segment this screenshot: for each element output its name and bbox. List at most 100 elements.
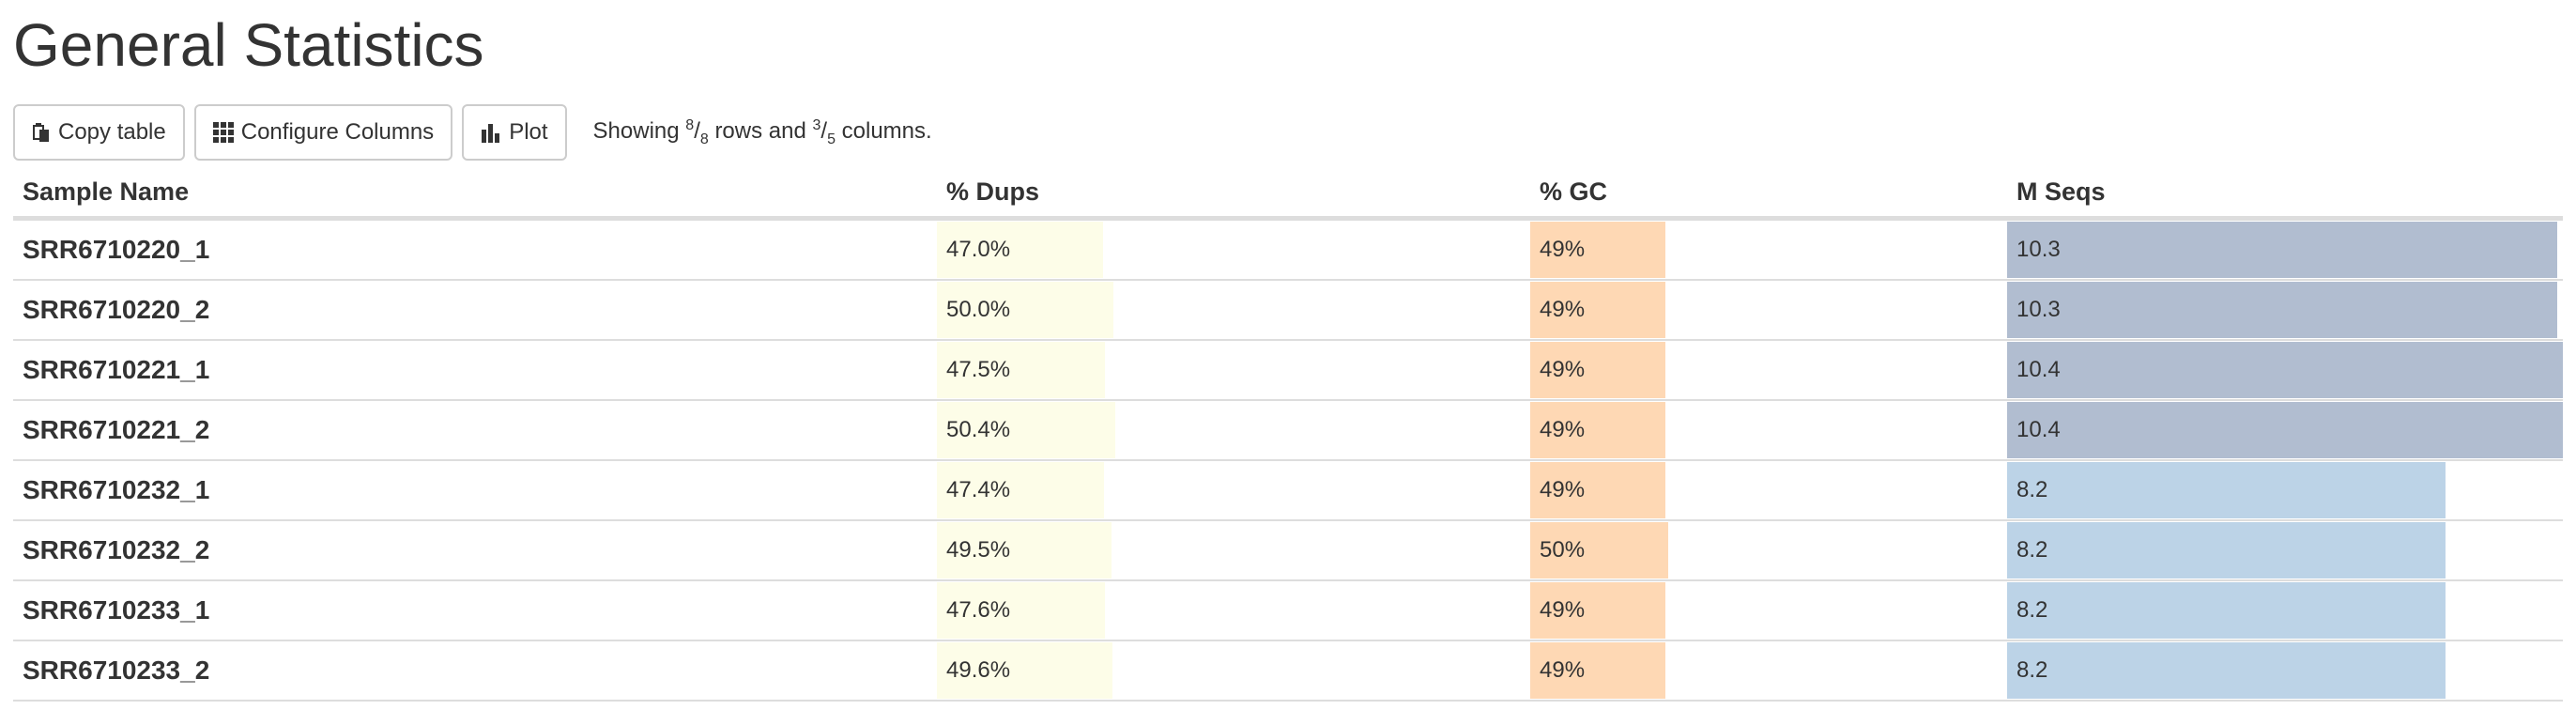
rows-total: 8 [699,131,709,147]
table-header-row: Sample Name % Dups % GC M Seqs [13,167,2563,221]
table-row: SRR6710232_1 47.4% 49% 8.2 [13,460,2563,521]
gc-bar [1530,642,1666,699]
configure-columns-button[interactable]: Configure Columns [193,104,453,161]
gc-value: 49% [1540,657,1586,683]
mseq-cell: 10.3 [2007,280,2563,341]
dups-value: 47.6% [946,597,1011,623]
dups-cell: 47.6% [937,580,1530,641]
table-row: SRR6710233_1 47.6% 49% 8.2 [13,580,2563,641]
dups-value: 47.0% [946,237,1011,262]
dups-bar [937,402,1115,458]
mseq-bar [2007,462,2446,518]
mseq-bar [2007,282,2558,338]
dups-cell: 47.5% [937,340,1530,401]
clipboard-icon [32,122,51,143]
sample-name-cell: SRR6710220_1 [13,218,937,281]
mseq-value: 8.2 [2016,537,2048,563]
mseq-cell: 8.2 [2007,640,2563,702]
dups-bar [937,222,1103,278]
dups-cell: 50.0% [937,280,1530,341]
mseq-value: 8.2 [2016,477,2048,502]
mseq-value: 10.4 [2016,357,2061,382]
copy-table-label: Copy table [58,119,166,145]
table-row: SRR6710232_2 49.5% 50% 8.2 [13,520,2563,581]
gc-bar [1530,582,1666,639]
dups-bar [937,462,1105,518]
gc-value: 49% [1540,357,1586,382]
dups-bar [937,282,1114,338]
showing-count-text: Showing 8/8 rows and 3/5 columns. [592,116,932,147]
dups-cell: 47.0% [937,218,1530,281]
sample-name-cell: SRR6710221_1 [13,340,937,401]
dups-cell: 49.6% [937,640,1530,702]
copy-table-button[interactable]: Copy table [13,104,185,161]
mseq-bar [2007,342,2563,398]
header-sample-name[interactable]: Sample Name [13,167,937,221]
grid-icon [212,122,234,143]
sample-name-cell: SRR6710220_2 [13,280,937,341]
gc-value: 49% [1540,297,1586,322]
dups-cell: 49.5% [937,520,1530,581]
mseq-bar [2007,222,2558,278]
rows-word: rows and [714,117,806,144]
dups-value: 50.4% [946,417,1011,442]
gc-cell: 49% [1530,400,2007,461]
table-row: SRR6710221_1 47.5% 49% 10.4 [13,340,2563,401]
gc-bar [1530,402,1666,458]
table-row: SRR6710221_2 50.4% 49% 10.4 [13,400,2563,461]
sample-name-cell: SRR6710232_2 [13,520,937,581]
bar-chart-icon [481,122,501,143]
general-statistics-section: General Statistics Copy table Configure … [13,11,2563,702]
gc-cell: 49% [1530,580,2007,641]
dups-value: 49.5% [946,537,1011,563]
dups-bar [937,582,1106,639]
configure-columns-label: Configure Columns [240,119,435,145]
gc-cell: 49% [1530,280,2007,341]
dups-cell: 47.4% [937,460,1530,521]
mseq-value: 8.2 [2016,657,2048,683]
mseq-bar [2007,582,2446,639]
gc-cell: 49% [1530,340,2007,401]
gc-bar [1530,342,1666,398]
gc-bar [1530,462,1666,518]
page-title: General Statistics [13,11,484,79]
dups-bar [937,642,1112,699]
mseq-value: 10.3 [2016,237,2061,262]
header-gc[interactable]: % GC [1530,167,2007,221]
gc-bar [1530,522,1669,578]
mseq-bar [2007,522,2446,578]
header-mseqs[interactable]: M Seqs [2007,167,2563,221]
sample-name-cell: SRR6710221_2 [13,400,937,461]
mseq-cell: 10.4 [2007,400,2563,461]
mseq-value: 8.2 [2016,597,2048,623]
mseq-cell: 10.3 [2007,218,2563,281]
mseq-cell: 8.2 [2007,580,2563,641]
gc-cell: 49% [1530,640,2007,702]
dups-value: 47.5% [946,357,1011,382]
gc-bar [1530,282,1666,338]
table-toolbar: Copy table Configure Columns Plot Showin… [13,103,2563,162]
mseq-value: 10.4 [2016,417,2061,442]
mseq-cell: 8.2 [2007,520,2563,581]
mseq-bar [2007,642,2446,699]
gc-value: 50% [1540,537,1586,563]
header-dups[interactable]: % Dups [937,167,1530,221]
gc-value: 49% [1540,597,1586,623]
dups-value: 47.4% [946,477,1011,502]
gc-value: 49% [1540,237,1586,262]
table-row: SRR6710233_2 49.6% 49% 8.2 [13,640,2563,702]
plot-button[interactable]: Plot [462,104,567,161]
cols-total: 5 [827,131,836,147]
gc-cell: 50% [1530,520,2007,581]
mseq-cell: 8.2 [2007,460,2563,521]
dups-value: 50.0% [946,297,1011,322]
sample-name-cell: SRR6710233_2 [13,640,937,702]
gc-cell: 49% [1530,460,2007,521]
dups-bar [937,342,1105,398]
plot-label: Plot [509,119,548,145]
gc-cell: 49% [1530,218,2007,281]
cols-word: columns. [841,117,932,144]
sample-name-cell: SRR6710233_1 [13,580,937,641]
dups-cell: 50.4% [937,400,1530,461]
gc-value: 49% [1540,477,1586,502]
